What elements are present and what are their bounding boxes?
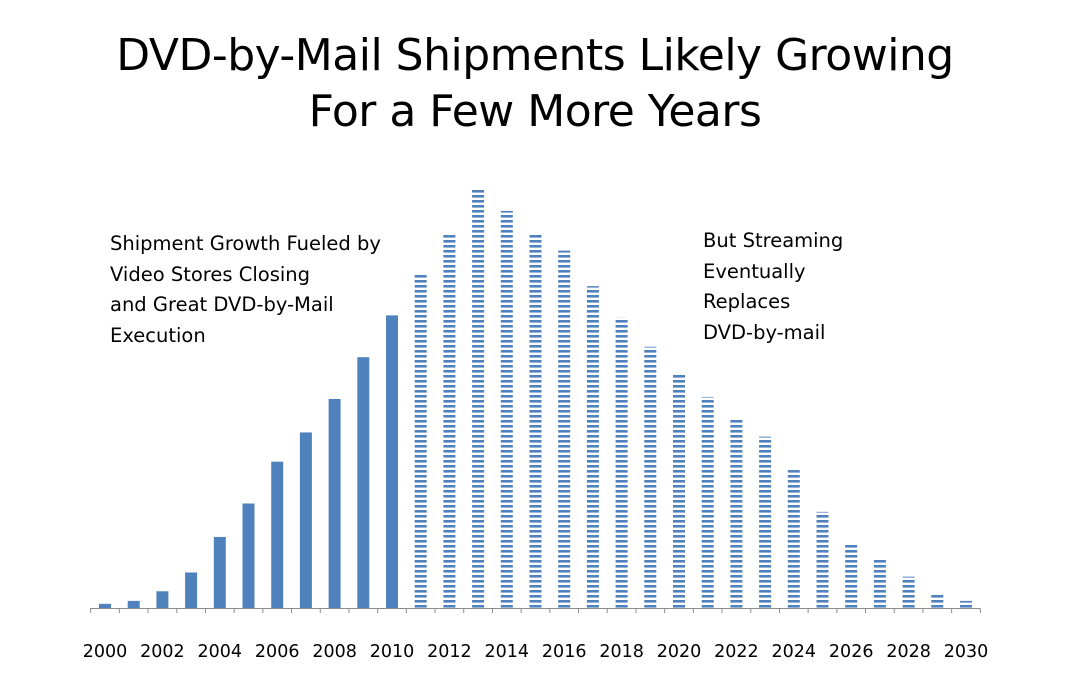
x-tick-label-2012: 2012	[427, 642, 472, 662]
bar-2014	[500, 210, 513, 608]
x-tick-label-2018: 2018	[599, 642, 644, 662]
chart-title-line-2: For a Few More Years	[308, 86, 762, 137]
annotation-right-line: But Streaming	[703, 229, 844, 252]
x-tick-label-2030: 2030	[944, 642, 989, 662]
x-tick-label-2028: 2028	[886, 642, 931, 662]
bar-2016	[558, 250, 571, 609]
bar-2013	[472, 190, 485, 608]
bar-2021	[701, 396, 714, 608]
bar-2017	[586, 286, 599, 608]
bar-2009	[357, 357, 370, 608]
x-tick-label-2020: 2020	[657, 642, 702, 662]
bar-2011	[414, 273, 427, 608]
bar-2027	[873, 559, 886, 608]
bar-2019	[644, 346, 657, 608]
x-tick-label-2014: 2014	[485, 642, 530, 662]
bar-2000	[99, 603, 111, 608]
bar-2024	[787, 470, 800, 608]
x-tick-label-2026: 2026	[829, 642, 874, 662]
annotation-right-line: DVD-by-mail	[703, 320, 826, 344]
chart-title: DVD-by-Mail Shipments Likely Growing For…	[0, 28, 1070, 140]
annotation-left-line: Video Stores Closing	[110, 262, 311, 286]
bar-2003	[185, 572, 198, 608]
bar-2007	[299, 432, 312, 608]
bar-2029	[931, 593, 944, 608]
x-tick-label-2004: 2004	[198, 642, 243, 662]
annotation-left: Shipment Growth Fueled by Video Stores C…	[110, 229, 381, 351]
bar-2026	[845, 543, 858, 608]
chart-title-line-1: DVD-by-Mail Shipments Likely Growing	[116, 30, 954, 81]
bar-2028	[902, 576, 915, 608]
annotation-left-line: Execution	[110, 323, 206, 347]
bar-2018	[615, 317, 628, 608]
x-tick-label-2008: 2008	[312, 642, 357, 662]
bar-2008	[328, 399, 341, 608]
bar-2006	[271, 461, 284, 608]
bar-2025	[816, 511, 829, 608]
x-tick-label-2010: 2010	[370, 642, 415, 662]
annotation-right-line: Eventually	[703, 259, 806, 283]
bar-2022	[730, 419, 743, 608]
x-tick-label-2022: 2022	[714, 642, 759, 662]
bar-2002	[156, 591, 169, 608]
x-tick-label-2024: 2024	[772, 642, 817, 662]
bar-2012	[443, 233, 456, 608]
bar-2023	[759, 436, 772, 608]
bar-2030	[960, 600, 972, 608]
bar-2010	[386, 315, 398, 608]
annotation-right-line: Replaces	[703, 290, 791, 313]
x-tick-labels: 2000 2002 2004 2006 2008 2010 2012 2014 2016 2018…	[83, 642, 989, 662]
bar-2001	[127, 600, 140, 608]
annotation-right: But Streaming Eventually Replaces DVD-by…	[703, 226, 843, 348]
bar-2020	[673, 373, 685, 608]
x-tick-label-2016: 2016	[542, 642, 587, 662]
x-tick-label-2000: 2000	[83, 642, 128, 662]
x-tick-label-2006: 2006	[255, 642, 300, 662]
annotation-left-line: Shipment Growth Fueled by	[110, 232, 381, 255]
bars-group	[99, 190, 972, 609]
x-axis	[90, 608, 981, 613]
bar-2004	[213, 536, 226, 608]
bar-2015	[529, 233, 542, 608]
annotation-left-line: and Great DVD-by-Mail	[110, 293, 334, 316]
bar-2005	[242, 503, 255, 608]
x-tick-label-2002: 2002	[140, 642, 185, 662]
